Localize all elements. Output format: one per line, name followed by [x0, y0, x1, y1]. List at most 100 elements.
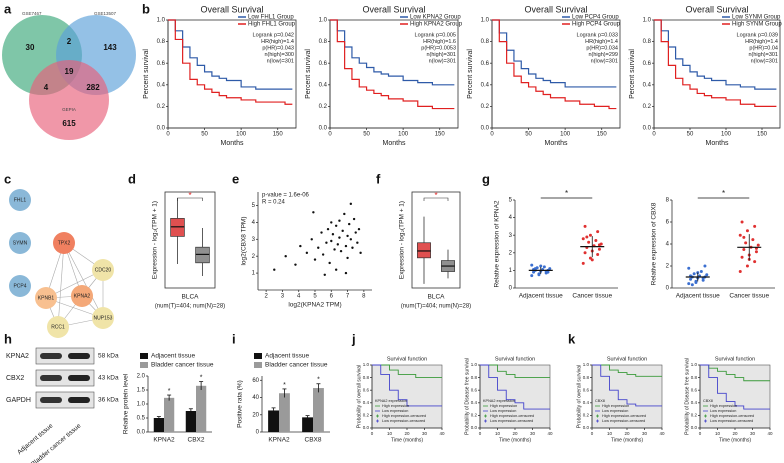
- y-tick-label: 0.6: [471, 387, 478, 392]
- x-tick-label: 40: [767, 431, 773, 436]
- network-edge: [57, 242, 65, 328]
- y-tick-label: 0.2: [691, 413, 698, 418]
- x-tick-label: 100: [721, 132, 732, 138]
- y-tick-label: 3: [252, 237, 256, 243]
- legend-title: KPNA2 expression: [375, 399, 407, 403]
- node-label: SYMN: [13, 240, 28, 246]
- data-point: [751, 238, 755, 242]
- y-axis-label: Relative protein level: [123, 373, 130, 434]
- x-tick-label: 40: [439, 431, 445, 436]
- scatter-point: [334, 224, 338, 227]
- data-point: [687, 266, 691, 270]
- box: [195, 246, 210, 264]
- legend-label: High SYNM Group: [732, 22, 782, 28]
- legend-swatch: [140, 362, 148, 368]
- y-tick-label: 2: [666, 264, 670, 270]
- data-point: [740, 220, 744, 224]
- y-tick-label: 2.0: [137, 374, 146, 380]
- data-point: [699, 270, 703, 273]
- blot-frame: [35, 369, 95, 387]
- legend-label: Low expression: [602, 409, 628, 413]
- x-axis-label: Time (months): [391, 437, 423, 443]
- blot-row-label: GAPDH: [6, 397, 31, 404]
- network-node: [9, 275, 31, 297]
- data-point: [754, 250, 758, 254]
- scatter-point: [352, 217, 356, 221]
- bar: [313, 388, 324, 432]
- x-axis-label: log2(KPNA2 TPM): [288, 302, 341, 309]
- bar: [164, 397, 175, 432]
- chart-title: Survival function: [387, 356, 427, 362]
- network-node: [9, 189, 31, 211]
- scatter-point: [346, 234, 349, 238]
- data-point: [546, 270, 550, 274]
- data-point: [530, 274, 534, 278]
- x-tick-label: CBX8: [305, 437, 322, 444]
- data-point: [692, 272, 696, 276]
- x-axis-label: Months: [221, 140, 244, 147]
- node-label: KPNB1: [38, 295, 55, 301]
- legend-label: High expression: [710, 404, 737, 408]
- node-label: PCP4: [13, 283, 26, 289]
- y-tick-label: 0.6: [481, 61, 490, 67]
- legend-label: Low PCP4 Group: [572, 15, 619, 21]
- y-tick-label: 4: [252, 220, 256, 226]
- stat-text: n(low)=301: [751, 58, 778, 64]
- legend-swatch: [254, 353, 262, 359]
- x-tick-label: 30: [530, 431, 536, 436]
- y-axis-label: Expression - log₂(TPM + 1): [399, 201, 406, 279]
- subtitle: (num(T)=404; num(N)=28): [155, 304, 225, 310]
- y-axis-label: Probability of Disease free survival: [464, 358, 470, 435]
- significance: *: [722, 189, 725, 198]
- scatter-point: [326, 227, 330, 231]
- y-axis-label: Percent survival: [143, 49, 150, 99]
- y-tick-label: 1.0: [157, 18, 166, 24]
- data-point: [687, 282, 691, 286]
- y-tick-label: 0.8: [481, 39, 490, 45]
- x-tick-label: 5: [313, 294, 317, 300]
- legend-label: Low expression-censored: [490, 419, 533, 423]
- y-tick-label: 4: [509, 215, 513, 221]
- scatter-point: [330, 221, 333, 224]
- survival-curve: [372, 364, 442, 407]
- significance: *: [168, 388, 171, 395]
- y-tick-label: 0.4: [583, 400, 590, 405]
- scatter-point: [356, 241, 359, 244]
- blot-band: [40, 397, 62, 403]
- scatter-point: [349, 238, 353, 241]
- legend-swatch: [254, 362, 262, 368]
- y-axis-label: Expression - log₂(TPM + 1): [152, 201, 159, 279]
- data-point: [596, 253, 600, 257]
- scatter-point: [339, 249, 343, 253]
- legend-label: Low expression-censored: [382, 419, 425, 423]
- stat-text: HR(high)=1.4: [585, 39, 618, 45]
- region-count: 19: [65, 67, 74, 76]
- subtitle: (num(T)=404; num(N)=28): [401, 304, 471, 310]
- survival-curve: [592, 364, 662, 377]
- y-axis-label: Percent survival: [629, 49, 636, 99]
- chart-title: Overall Survival: [685, 4, 748, 14]
- data-point: [530, 263, 534, 267]
- y-tick-label: 3: [509, 233, 513, 239]
- y-tick-label: 1.0: [691, 362, 698, 367]
- node-label: RCC1: [51, 324, 65, 330]
- y-tick-label: 6: [666, 220, 670, 226]
- x-tick-label: 0: [371, 431, 374, 436]
- survival-curve: [168, 19, 293, 105]
- blot-row-label: CBX2: [6, 375, 24, 382]
- legend-label: Low expression-censored: [602, 419, 645, 423]
- scatter-point: [305, 251, 309, 255]
- network-node: [47, 316, 69, 338]
- node-label: TPX2: [58, 240, 71, 246]
- set-label: GSE13507: [94, 11, 117, 16]
- x-tick-label: 0: [591, 431, 594, 436]
- y-tick-label: 0.8: [319, 39, 328, 45]
- x-tick-label: 150: [597, 132, 608, 138]
- scatter-point: [348, 222, 351, 226]
- stat-text: n(low)=301: [591, 58, 618, 64]
- legend-title: CBX8: [703, 399, 713, 403]
- scatter-point: [317, 246, 320, 249]
- data-point: [533, 267, 537, 271]
- scatter-point: [344, 244, 348, 248]
